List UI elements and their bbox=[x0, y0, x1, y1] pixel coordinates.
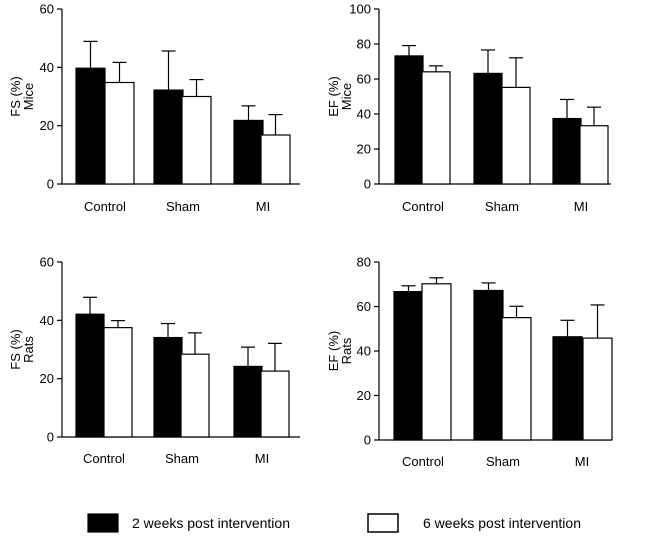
bar-control-series-1 bbox=[393, 290, 424, 441]
y-tick-label: 80 bbox=[357, 37, 371, 52]
y-tick-label: 60 bbox=[40, 255, 54, 270]
bar-control-series-2 bbox=[421, 71, 451, 185]
y-tick-label: 0 bbox=[364, 177, 371, 192]
y-tick-label: 40 bbox=[40, 60, 54, 75]
legend-label-6-weeks: 6 weeks post intervention bbox=[423, 515, 581, 531]
bar-mi-series-1 bbox=[552, 117, 582, 185]
y-axis-title: EF (%) bbox=[326, 76, 341, 116]
bar-control-series-1 bbox=[394, 55, 424, 185]
bar-mi-series-1 bbox=[233, 365, 263, 438]
bar-mi-series-2 bbox=[579, 125, 609, 185]
bar-control-series-1 bbox=[75, 313, 105, 438]
bar-mi-series-2 bbox=[582, 337, 613, 441]
y-tick-label: 20 bbox=[357, 142, 371, 157]
x-tick-label: Sham bbox=[166, 199, 200, 214]
legend: 2 weeks post intervention 6 weeks post i… bbox=[87, 513, 581, 533]
y-axis-subtitle: Rats bbox=[339, 337, 354, 364]
y-tick-label: 20 bbox=[357, 388, 371, 403]
x-tick-label: Sham bbox=[486, 454, 520, 469]
x-tick-label: Control bbox=[83, 451, 125, 466]
x-tick-label: Control bbox=[84, 199, 126, 214]
bar-sham-series-1 bbox=[153, 89, 184, 185]
chart-panel-2: 0 20 40 60 80 100 EF (%)Mice Control Sham MI bbox=[326, 2, 611, 214]
y-axis-title: FS (%) bbox=[8, 76, 23, 116]
y-tick-label: 80 bbox=[357, 255, 371, 270]
y-axis-subtitle: Mice bbox=[21, 83, 36, 110]
y-tick-label: 100 bbox=[349, 2, 371, 17]
y-axis-title: FS (%) bbox=[8, 329, 23, 369]
bar-control-series-1 bbox=[75, 67, 106, 185]
chart-panel-3: 0 20 40 60 FS (%)Rats Control Sham MI bbox=[8, 255, 300, 466]
bar-sham-series-1 bbox=[473, 72, 503, 185]
chart-panel-4: 0 20 40 60 80 EF (%)Rats Control Sham MI bbox=[326, 255, 613, 469]
bar-mi-series-1 bbox=[552, 336, 583, 441]
chart-panel-1: 0 20 40 60 FS (%)Mice Control Sham MI bbox=[8, 2, 300, 214]
y-tick-label: 20 bbox=[40, 371, 54, 386]
legend-label-2-weeks: 2 weeks post intervention bbox=[132, 515, 290, 531]
x-tick-label: MI bbox=[574, 199, 588, 214]
y-axis-subtitle: Rats bbox=[21, 336, 36, 363]
legend-swatch-2-weeks bbox=[87, 513, 119, 533]
bar-control-series-2 bbox=[103, 327, 133, 438]
bar-sham-series-2 bbox=[501, 317, 532, 441]
bar-control-series-2 bbox=[421, 283, 452, 441]
bar-sham-series-1 bbox=[153, 336, 183, 438]
y-tick-label: 60 bbox=[357, 299, 371, 314]
x-tick-label: Sham bbox=[165, 451, 199, 466]
x-tick-label: MI bbox=[575, 454, 589, 469]
x-tick-label: MI bbox=[255, 451, 269, 466]
bar-mi-series-2 bbox=[260, 134, 291, 185]
bar-control-series-2 bbox=[104, 81, 135, 185]
y-axis-title: EF (%) bbox=[326, 331, 341, 371]
y-tick-label: 0 bbox=[47, 177, 54, 192]
legend-swatch-6-weeks bbox=[367, 513, 399, 533]
y-axis-subtitle: Mice bbox=[339, 83, 354, 110]
bar-sham-series-2 bbox=[180, 353, 210, 438]
bar-sham-series-2 bbox=[181, 95, 212, 185]
x-tick-label: Control bbox=[402, 454, 444, 469]
y-tick-label: 40 bbox=[357, 107, 371, 122]
bar-sham-series-1 bbox=[473, 289, 504, 441]
x-tick-label: Control bbox=[402, 199, 444, 214]
y-tick-label: 40 bbox=[357, 344, 371, 359]
y-tick-label: 20 bbox=[40, 118, 54, 133]
bar-mi-series-1 bbox=[233, 119, 264, 185]
bar-sham-series-2 bbox=[501, 86, 531, 185]
x-tick-label: MI bbox=[256, 199, 270, 214]
x-tick-label: Sham bbox=[485, 199, 519, 214]
y-tick-label: 60 bbox=[357, 72, 371, 87]
y-tick-label: 60 bbox=[40, 2, 54, 17]
bar-mi-series-2 bbox=[260, 370, 290, 438]
y-tick-label: 0 bbox=[364, 433, 371, 448]
y-tick-label: 0 bbox=[47, 430, 54, 445]
y-tick-label: 40 bbox=[40, 313, 54, 328]
